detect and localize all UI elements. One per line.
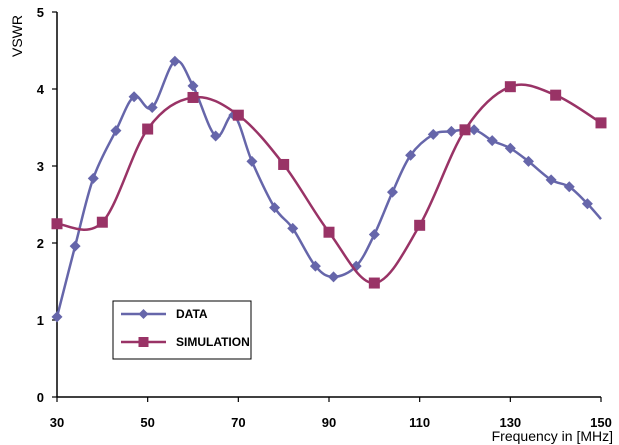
data-point-simulation — [550, 89, 562, 101]
data-point-data — [187, 80, 199, 92]
data-point-simulation — [368, 277, 380, 289]
data-point-data — [287, 222, 299, 234]
x-tick-label: 30 — [50, 415, 64, 430]
data-point-data — [522, 155, 534, 167]
data-point-simulation — [187, 91, 199, 103]
y-tick-label: 3 — [37, 159, 44, 174]
data-point-data — [468, 124, 480, 136]
legend: DATA SIMULATION — [112, 300, 252, 360]
data-point-data — [405, 149, 417, 161]
data-point-simulation — [595, 117, 607, 129]
x-tick-label: 70 — [231, 415, 245, 430]
y-tick-label: 1 — [37, 313, 44, 328]
data-point-simulation — [142, 123, 154, 135]
legend-label-simulation: SIMULATION — [176, 335, 250, 349]
data-point-data — [504, 142, 516, 154]
x-tick-label: 150 — [590, 415, 612, 430]
legend-simulation-marker — [138, 337, 149, 347]
x-tick-label: 130 — [499, 415, 521, 430]
data-point-data — [87, 172, 99, 184]
data-point-simulation — [459, 124, 471, 136]
y-tick-label: 5 — [37, 5, 44, 20]
data-point-data — [427, 128, 439, 140]
data-point-data — [69, 240, 81, 252]
y-axis-title: VSWR — [9, 15, 25, 57]
legend-box — [112, 300, 252, 360]
data-point-data — [545, 174, 557, 186]
data-point-simulation — [51, 218, 63, 230]
data-point-data — [246, 155, 258, 167]
x-tick-label: 110 — [409, 415, 430, 430]
x-tick-label: 50 — [140, 415, 154, 430]
data-point-data — [146, 101, 158, 113]
data-point-data — [110, 125, 122, 137]
y-tick-label: 2 — [37, 236, 44, 251]
data-point-simulation — [323, 226, 335, 238]
data-point-data — [128, 91, 140, 103]
series-simulation — [51, 81, 607, 289]
series-line-data — [55, 59, 602, 318]
data-point-data — [486, 135, 498, 147]
data-point-data — [269, 202, 281, 214]
x-axis-title: Frequency in [MHz] — [492, 428, 613, 444]
data-point-data — [328, 271, 340, 283]
data-point-data — [368, 229, 380, 241]
data-point-simulation — [232, 109, 244, 121]
data-point-simulation — [96, 216, 108, 228]
legend-data-marker — [138, 309, 149, 319]
series-layer — [51, 55, 607, 323]
series-line-simulation — [56, 83, 602, 285]
axes: 0 1 2 3 4 5 30 50 70 90 110 130 150 — [37, 5, 612, 430]
data-point-simulation — [278, 158, 290, 170]
data-point-data — [445, 125, 457, 137]
x-tick-label: 90 — [322, 415, 336, 430]
data-point-data — [309, 260, 321, 272]
data-point-data — [210, 130, 222, 142]
legend-label-data: DATA — [176, 307, 208, 321]
data-point-data — [581, 198, 593, 210]
series-data — [51, 55, 602, 323]
y-tick-label: 4 — [37, 82, 45, 97]
data-point-simulation — [414, 219, 426, 231]
data-point-data — [51, 311, 63, 323]
y-tick-label: 0 — [37, 390, 44, 405]
data-point-data — [386, 186, 398, 198]
data-point-data — [169, 55, 181, 67]
data-point-simulation — [504, 81, 516, 93]
data-point-data — [563, 181, 575, 193]
